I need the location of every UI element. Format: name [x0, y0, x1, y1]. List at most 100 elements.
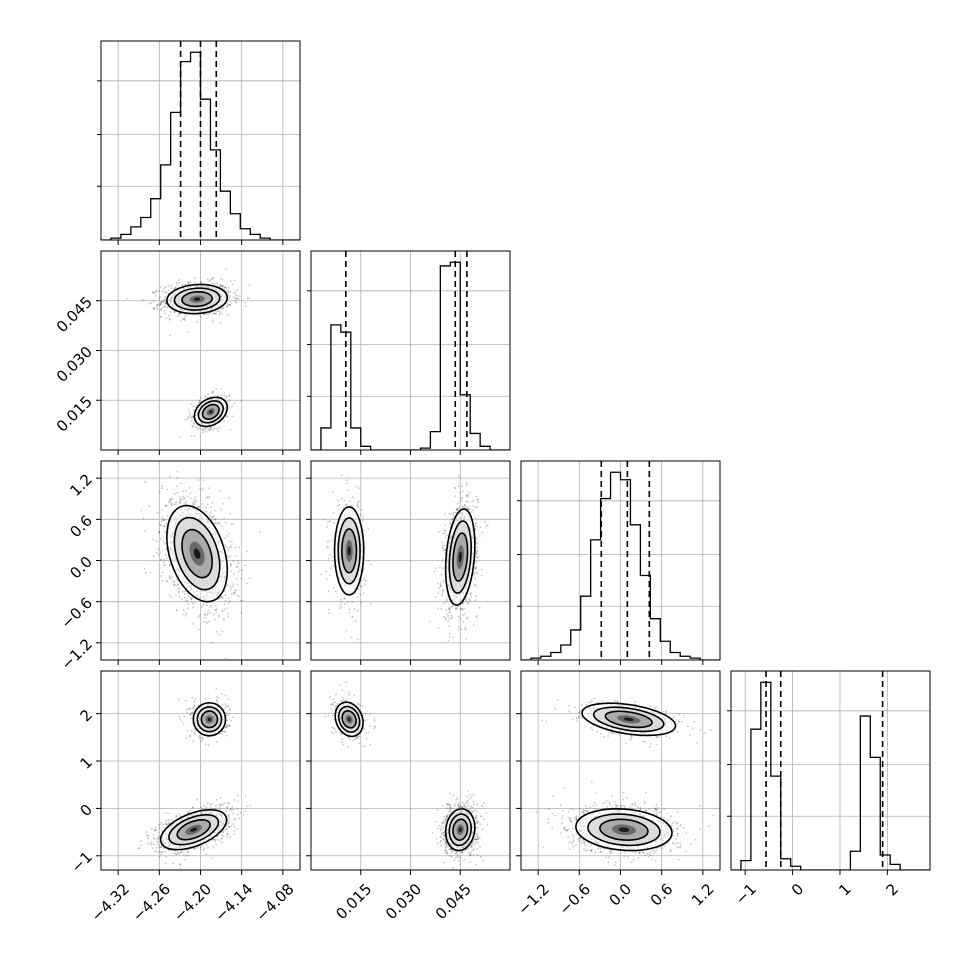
sample-point [208, 620, 210, 623]
sample-point [211, 392, 214, 394]
sample-point [326, 526, 328, 528]
sample-point [233, 279, 236, 282]
sample-point [474, 506, 477, 509]
sample-point [473, 583, 476, 586]
sample-point [359, 602, 362, 604]
sample-point [150, 302, 153, 304]
sample-point [362, 592, 365, 595]
sample-point [193, 602, 196, 604]
sample-point [186, 730, 189, 732]
sample-point [219, 596, 222, 599]
sample-point [172, 580, 175, 583]
sample-point [191, 696, 194, 699]
sample-point [434, 596, 437, 598]
sample-point [454, 495, 456, 498]
sample-point [327, 590, 330, 592]
sample-point [190, 729, 193, 732]
sample-point [235, 589, 237, 591]
sample-point [452, 636, 454, 639]
sample-point [180, 482, 182, 485]
sample-point [248, 284, 251, 287]
sample-point [174, 286, 177, 289]
sample-point [165, 317, 168, 320]
sample-point [198, 427, 201, 430]
sample-point [178, 587, 181, 589]
sample-point [456, 509, 459, 511]
sample-point [337, 499, 339, 502]
sample-point [197, 628, 200, 631]
sample-point [440, 608, 443, 610]
sample-point [194, 496, 197, 499]
sample-point [206, 614, 209, 616]
sample-point [212, 321, 214, 324]
sample-point [228, 407, 231, 410]
sample-point [340, 598, 343, 601]
sample-point [230, 570, 233, 572]
sample-point [164, 531, 166, 534]
sample-point [227, 613, 229, 616]
sample-point [445, 618, 447, 621]
sample-point [476, 557, 479, 559]
sample-point [357, 505, 359, 508]
sample-point [160, 301, 163, 303]
sample-point [221, 596, 223, 598]
sample-point [345, 504, 347, 507]
sample-point [439, 585, 442, 588]
sample-point [219, 508, 222, 511]
sample-point [232, 292, 235, 294]
sample-point [348, 608, 351, 611]
sample-point [157, 547, 160, 550]
sample-point [192, 503, 194, 505]
sample-point [220, 596, 223, 599]
sample-point [477, 501, 480, 504]
sample-point [462, 620, 465, 623]
sample-point [230, 301, 233, 304]
sample-point [225, 725, 227, 728]
sample-point [187, 708, 190, 711]
sample-point [213, 312, 215, 315]
sample-point [239, 569, 241, 571]
sample-point [160, 524, 163, 526]
sample-point [193, 705, 196, 708]
sample-point [155, 306, 158, 308]
sample-point [346, 600, 349, 603]
sample-point [208, 512, 211, 515]
sample-point [163, 300, 165, 302]
sample-point [155, 540, 158, 543]
sample-point [465, 638, 467, 640]
sample-point [165, 522, 168, 525]
sample-point [181, 283, 183, 286]
sample-point [165, 580, 168, 582]
sample-point [461, 485, 463, 488]
sample-point [217, 394, 220, 397]
sample-point [179, 498, 182, 501]
sample-point [362, 515, 365, 518]
sample-point [227, 597, 230, 600]
sample-point [238, 295, 241, 298]
sample-point [441, 546, 444, 549]
sample-point [448, 513, 451, 515]
sample-point [187, 283, 190, 285]
sample-point [355, 485, 358, 488]
sample-point [215, 609, 218, 611]
sample-point [439, 584, 442, 586]
sample-point [158, 290, 161, 292]
sample-point [227, 497, 230, 499]
sample-point [201, 606, 204, 608]
sample-point [173, 583, 176, 586]
sample-point [162, 540, 165, 543]
sample-point [182, 284, 184, 287]
sample-point [192, 409, 195, 411]
sample-point [204, 395, 207, 397]
sample-point [338, 607, 341, 610]
sample-point [476, 506, 478, 509]
sample-point [470, 511, 473, 513]
sample-point [229, 707, 232, 710]
sample-point [445, 600, 448, 603]
sample-point [241, 599, 244, 602]
sample-point [441, 594, 444, 597]
sample-point [234, 546, 237, 549]
sample-point [228, 399, 231, 401]
sample-point [345, 482, 348, 485]
sample-point [218, 614, 221, 616]
